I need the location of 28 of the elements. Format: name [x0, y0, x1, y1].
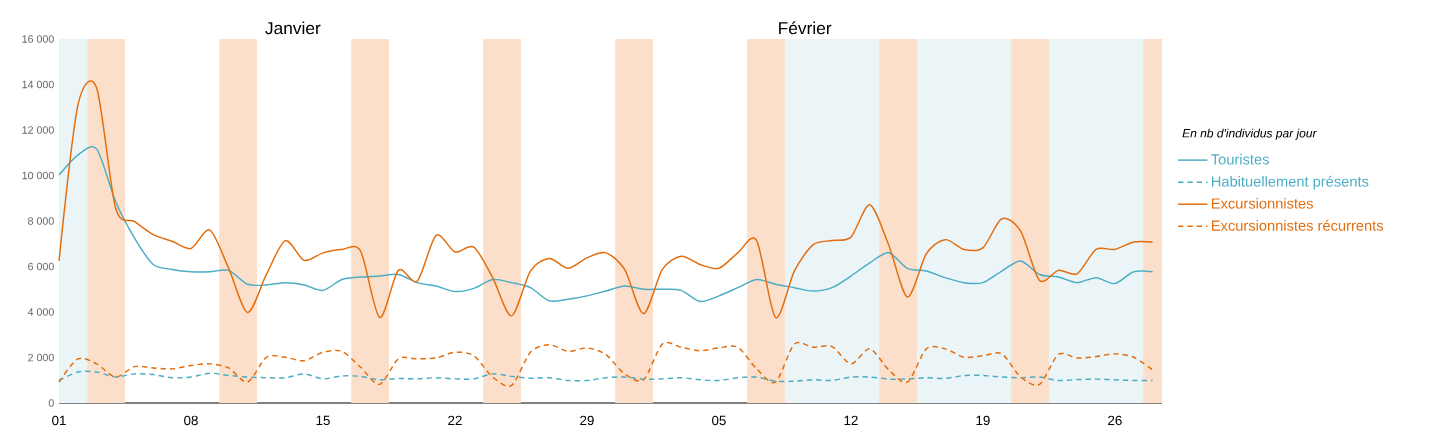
x-tick-label: 15 [316, 415, 330, 426]
y-tick-label: 8 000 [28, 217, 54, 225]
x-tick-label: 19 [976, 415, 990, 426]
legend-label: Excursionnistes [1211, 197, 1313, 209]
x-tick-label: 05 [712, 415, 726, 426]
y-tick-label: 0 [48, 399, 54, 407]
y-tick-label: 14 000 [22, 80, 54, 89]
x-tick-label: 01 [52, 415, 66, 426]
x-tick-label: 12 [844, 415, 858, 426]
x-tick-label: 29 [580, 415, 594, 426]
legend-title: En nb d'individus par jour [1182, 128, 1317, 140]
text: Février [779, 21, 832, 35]
x-tick-label: 26 [1108, 415, 1122, 426]
x-tick-label: 08 [184, 415, 198, 426]
y-tick-label: 10 000 [22, 171, 54, 180]
legend-label: Excursionnistes récurrents [1211, 219, 1384, 231]
y-tick-label: 16 000 [22, 35, 54, 43]
line-series [58, 370, 1154, 383]
line-series [58, 342, 1154, 387]
text: Janvier [265, 21, 321, 35]
y-tick-label: 6 000 [28, 262, 54, 271]
line-series [58, 147, 1154, 303]
y-tick-label: 2 000 [28, 353, 54, 362]
legend-label: Touristes [1211, 153, 1269, 165]
legend-label: Habituellement présents [1211, 175, 1369, 190]
x-tick-label: 22 [448, 415, 462, 426]
y-tick-label: 4 000 [27, 308, 54, 316]
y-tick-label: 12 000 [22, 126, 54, 134]
